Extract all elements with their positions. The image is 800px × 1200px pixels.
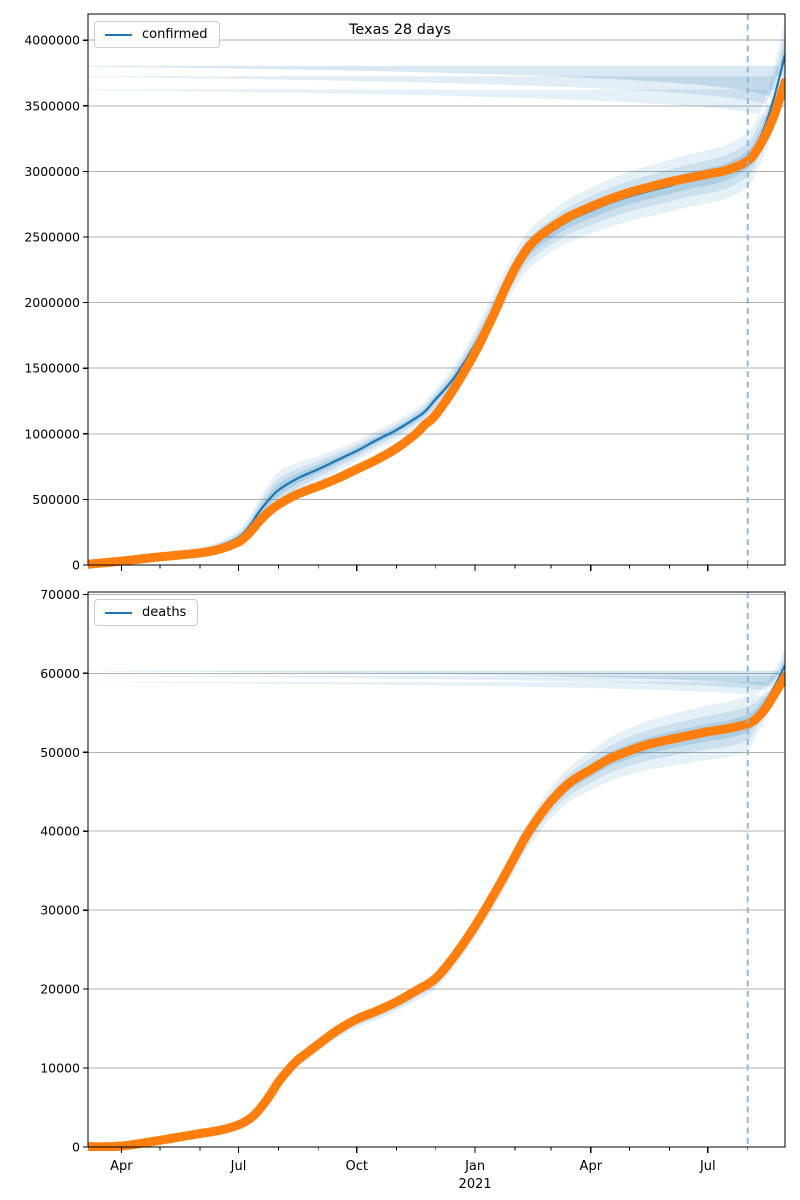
x-tick-label: Apr	[110, 1159, 133, 1174]
y-tick-label: 40000	[40, 824, 80, 839]
legend-label-deaths: deaths	[142, 605, 187, 620]
confidence-band	[88, 660, 785, 1147]
confidence-band	[88, 43, 785, 565]
legend-line-sample	[105, 611, 132, 614]
legend-label-confirmed: confirmed	[142, 27, 208, 42]
actual-line	[88, 77, 785, 569]
x-tick-label: Jan	[464, 1159, 485, 1174]
y-tick-label: 1000000	[24, 426, 80, 441]
y-tick-label: 0	[72, 558, 80, 573]
x-tick-label: Jul	[699, 1159, 716, 1174]
y-tick-label: 2500000	[24, 230, 80, 245]
plot-area	[88, 19, 785, 569]
legend-confirmed: confirmed	[94, 21, 220, 48]
axes-spines	[87, 591, 786, 1148]
y-tick-label: 3000000	[24, 164, 80, 179]
actual-line	[88, 672, 785, 1151]
predicted-line	[88, 54, 785, 566]
y-tick-label: 30000	[40, 903, 80, 918]
confidence-band	[88, 648, 785, 1148]
y-tick-label: 70000	[40, 587, 80, 602]
y-tick-label: 3500000	[24, 98, 80, 113]
y-tick-label: 2000000	[24, 295, 80, 310]
legend-line-sample	[105, 33, 132, 36]
y-tick-label: 4000000	[24, 33, 80, 48]
confidence-band	[88, 655, 785, 1148]
x-tick-label: Oct	[346, 1159, 368, 1174]
y-tick-label: 50000	[40, 745, 80, 760]
y-tick-label: 60000	[40, 666, 80, 681]
plot-area	[88, 648, 785, 1151]
axes-spines	[87, 13, 786, 566]
x-year-label: 2021	[459, 1177, 492, 1192]
confirmed-chart: 0 500000 1000000 1500000 2000000 2500000 30000…	[24, 13, 786, 573]
y-tick-label: 0	[72, 1140, 80, 1155]
x-tick-label: Apr	[580, 1159, 603, 1174]
y-tick-label: 10000	[40, 1061, 80, 1076]
y-tick-label: 500000	[32, 492, 80, 507]
deaths-chart: 0 10000 20000 30000 40000 50000 60000 70000 Apr J…	[40, 587, 786, 1192]
legend-deaths: deaths	[94, 599, 199, 626]
confidence-band	[88, 33, 785, 565]
y-tick-label: 20000	[40, 982, 80, 997]
x-tick-label: Jul	[230, 1159, 247, 1174]
confidence-band	[88, 19, 785, 565]
y-tick-label: 1500000	[24, 361, 80, 376]
